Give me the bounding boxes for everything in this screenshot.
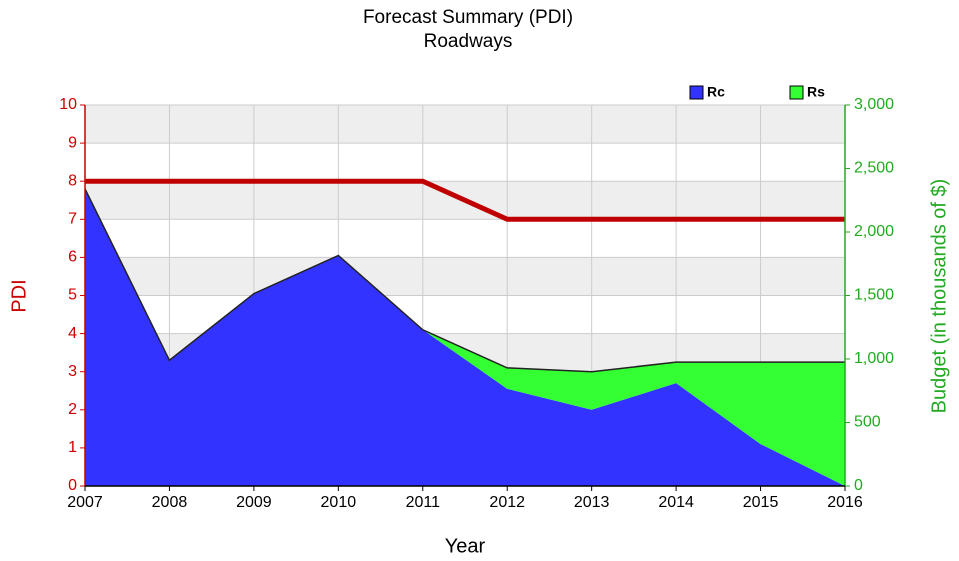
y-tick-label: 10: [59, 96, 77, 113]
y-tick-label: 2: [68, 401, 77, 418]
x-tick-label: 2012: [489, 494, 525, 511]
x-axis-label: Year: [445, 535, 486, 557]
y2-tick-label: 1,500: [854, 287, 894, 304]
plot-band: [85, 257, 845, 296]
legend-swatch: [689, 85, 704, 100]
x-tick-label: 2007: [67, 494, 103, 511]
y2-tick-label: 0: [854, 477, 863, 494]
x-tick-label: 2015: [743, 494, 779, 511]
y-tick-label: 6: [68, 249, 77, 266]
y2-tick-label: 1,000: [854, 350, 894, 367]
y-tick-label: 5: [68, 287, 77, 304]
y-tick-label: 1: [68, 439, 77, 456]
y-tick-label: 7: [68, 211, 77, 228]
y2-axis-label: Budget (in thousands of $): [928, 179, 950, 414]
legend-swatch: [789, 85, 804, 100]
y-axis-label: PDI: [8, 279, 30, 312]
y2-tick-label: 3,000: [854, 96, 894, 113]
x-tick-label: 2010: [321, 494, 357, 511]
plot-band: [85, 143, 845, 182]
x-tick-label: 2013: [574, 494, 610, 511]
y-tick-label: 0: [68, 477, 77, 494]
y-tick-label: 9: [68, 134, 77, 151]
y-tick-label: 8: [68, 172, 77, 189]
legend-label: Rc: [707, 84, 725, 100]
y2-tick-label: 2,500: [854, 160, 894, 177]
plot-band: [85, 219, 845, 258]
y-tick-label: 3: [68, 363, 77, 380]
x-tick-label: 2011: [406, 494, 441, 511]
x-tick-label: 2009: [236, 494, 272, 511]
x-tick-label: 2016: [827, 494, 863, 511]
area: [85, 188, 845, 486]
x-tick-label: 2014: [658, 494, 694, 511]
legend-label: Rs: [807, 84, 825, 100]
y2-tick-label: 2,000: [854, 223, 894, 240]
y-tick-label: 4: [68, 325, 77, 342]
chart-subtitle: Roadways: [424, 31, 513, 52]
x-tick-label: 2008: [152, 494, 188, 511]
y2-tick-label: 500: [854, 414, 881, 431]
line: [85, 178, 845, 222]
chart-title: Forecast Summary (PDI): [363, 7, 573, 28]
area-outline: [84, 188, 845, 373]
plot-band: [85, 105, 845, 144]
plot-band: [85, 295, 845, 334]
